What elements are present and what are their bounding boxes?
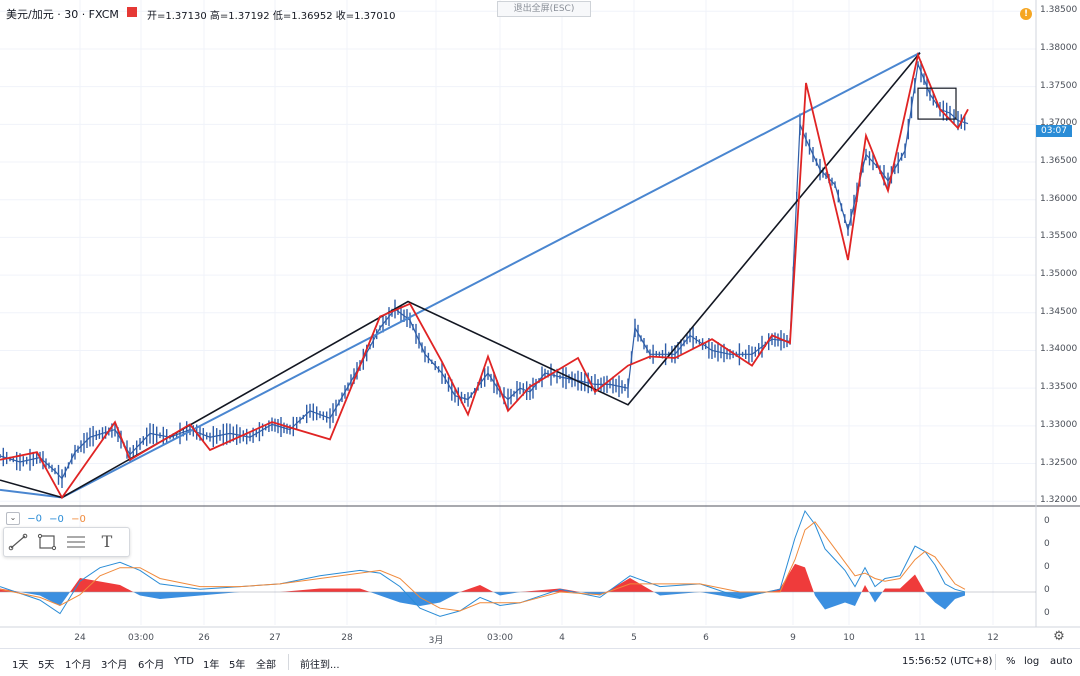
indicator-value-3: −0 bbox=[71, 513, 86, 525]
current-price-label: 03:07 bbox=[1036, 125, 1072, 137]
trend-line-icon[interactable] bbox=[7, 532, 29, 552]
time-tick-label: 27 bbox=[269, 633, 281, 643]
flag-icon[interactable] bbox=[127, 7, 137, 17]
open-value: 开=1.37130 bbox=[147, 11, 207, 22]
indicator-value-1: −0 bbox=[27, 513, 42, 525]
percent-scale-toggle[interactable]: % bbox=[1006, 656, 1016, 667]
symbol-title[interactable]: 美元/加元 · 30 · FXCM bbox=[6, 8, 119, 21]
price-tick-label: 1.32500 bbox=[1040, 457, 1078, 468]
time-tick-label: 26 bbox=[198, 633, 210, 643]
time-tick-label: 28 bbox=[341, 633, 353, 643]
oscillator-tick-label: 0 bbox=[1044, 585, 1050, 595]
zigzag-line bbox=[0, 51, 969, 500]
time-tick-label: 24 bbox=[74, 633, 86, 643]
close-value: 收=1.37010 bbox=[335, 11, 396, 22]
price-tick-label: 1.33000 bbox=[1040, 419, 1078, 430]
log-scale-toggle[interactable]: log bbox=[1024, 656, 1040, 667]
price-tick-label: 1.37000 bbox=[1040, 118, 1078, 129]
price-tick-label: 1.35500 bbox=[1040, 231, 1078, 242]
annotation-rectangle bbox=[917, 87, 957, 120]
range-1d-button[interactable]: 1天 bbox=[12, 660, 29, 671]
time-tick-label: 5 bbox=[631, 633, 637, 643]
time-tick-label: 03:00 bbox=[487, 633, 513, 643]
exit-fullscreen-button[interactable]: 退出全屏(ESC) bbox=[497, 1, 591, 17]
range-all-button[interactable]: 全部 bbox=[256, 660, 276, 671]
range-3m-button[interactable]: 3个月 bbox=[101, 660, 128, 671]
auto-scale-toggle[interactable]: auto bbox=[1050, 656, 1073, 667]
indicator-legend: ⌄ −0 −0 −0 bbox=[6, 512, 86, 525]
settings-gear-icon[interactable]: ⚙ bbox=[1053, 629, 1065, 644]
range-1m-button[interactable]: 1个月 bbox=[65, 660, 92, 671]
time-tick-label: 4 bbox=[559, 633, 565, 643]
drawing-toolbar: T bbox=[3, 527, 130, 557]
range-1y-button[interactable]: 1年 bbox=[203, 660, 220, 671]
bottom-toolbar: 1天 5天 1个月 3个月 6个月 YTD 1年 5年 全部 前往到... 15… bbox=[0, 648, 1080, 676]
price-series-line bbox=[0, 61, 969, 480]
oscillator-tick-label: 0 bbox=[1044, 562, 1050, 572]
price-tick-label: 1.38500 bbox=[1040, 5, 1078, 16]
price-tick-label: 1.38000 bbox=[1040, 42, 1078, 53]
trend-line-black bbox=[0, 52, 921, 499]
price-tick-label: 1.36500 bbox=[1040, 156, 1078, 167]
alert-icon[interactable]: ! bbox=[1020, 8, 1032, 20]
time-tick-label: 9 bbox=[790, 633, 796, 643]
goto-date-button[interactable]: 前往到... bbox=[300, 660, 340, 671]
ohlc-values: 开=1.37130 高=1.37192 低=1.36952 收=1.37010 bbox=[147, 7, 396, 22]
time-tick-label: 6 bbox=[703, 633, 709, 643]
price-tick-label: 1.32000 bbox=[1040, 495, 1078, 506]
range-6m-button[interactable]: 6个月 bbox=[138, 660, 165, 671]
low-value: 低=1.36952 bbox=[272, 11, 333, 22]
range-ytd-button[interactable]: YTD bbox=[174, 656, 194, 667]
time-tick-label: 03:00 bbox=[128, 633, 154, 643]
time-tick-label: 3月 bbox=[428, 636, 444, 646]
price-tick-label: 1.36000 bbox=[1040, 193, 1078, 204]
price-tick-label: 1.33500 bbox=[1040, 382, 1078, 393]
clock-readout[interactable]: 15:56:52 (UTC+8) bbox=[902, 656, 993, 667]
oscillator-tick-label: 0 bbox=[1044, 516, 1050, 526]
time-tick-label: 10 bbox=[843, 633, 855, 643]
price-tick-label: 1.35000 bbox=[1040, 269, 1078, 280]
divider bbox=[288, 654, 289, 670]
macd-line bbox=[0, 509, 966, 617]
price-tick-label: 1.34000 bbox=[1040, 344, 1078, 355]
price-tick-label: 1.37500 bbox=[1040, 80, 1078, 91]
collapse-toggle-icon[interactable]: ⌄ bbox=[6, 512, 20, 525]
range-5d-button[interactable]: 5天 bbox=[38, 660, 55, 671]
indicator-value-2: −0 bbox=[49, 513, 64, 525]
signal-line bbox=[0, 521, 966, 612]
oscillator-tick-label: 0 bbox=[1044, 539, 1050, 549]
rectangle-icon[interactable] bbox=[36, 532, 58, 552]
time-tick-label: 12 bbox=[987, 633, 999, 643]
high-value: 高=1.37192 bbox=[209, 11, 270, 22]
text-tool-icon[interactable]: T bbox=[101, 532, 113, 551]
range-5y-button[interactable]: 5年 bbox=[229, 660, 246, 671]
oscillator-tick-label: 0 bbox=[1044, 608, 1050, 618]
parallel-lines-icon[interactable] bbox=[65, 532, 87, 552]
price-tick-label: 1.34500 bbox=[1040, 306, 1078, 317]
time-tick-label: 11 bbox=[914, 633, 926, 643]
histogram-positive bbox=[0, 563, 965, 592]
divider bbox=[995, 654, 996, 670]
